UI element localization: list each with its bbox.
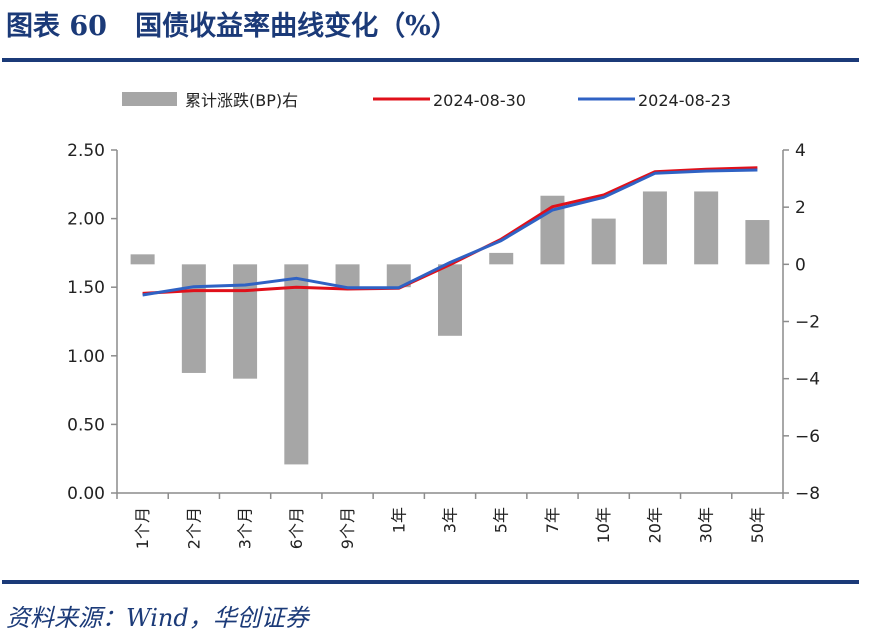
bar-50年	[745, 220, 770, 265]
x-tick-label: 1个月	[133, 507, 152, 549]
x-tick-label: 3个月	[236, 507, 255, 549]
bar-1个月	[130, 254, 155, 265]
bar-3个月	[233, 264, 258, 379]
bottom-divider	[2, 580, 859, 584]
x-tick-label: 50年	[748, 507, 767, 543]
right-tick-label: −8	[795, 484, 820, 504]
left-tick-label: 2.50	[67, 141, 105, 161]
bar-2个月	[181, 264, 206, 373]
right-tick-label: −6	[795, 427, 820, 447]
bar-1年	[386, 264, 411, 288]
left-tick-label: 0.50	[67, 415, 105, 435]
right-tick-label: −2	[795, 313, 820, 333]
x-tick-label: 30年	[697, 507, 716, 543]
legend-label-0830: 2024-08-30	[433, 91, 526, 110]
chart-title: 图表 60 国债收益率曲线变化（%）	[6, 11, 458, 42]
x-tick-label: 20年	[645, 507, 664, 543]
bar-10年	[591, 218, 616, 265]
legend-swatch-bar	[122, 92, 177, 106]
x-tick-label: 3年	[441, 507, 460, 533]
top-divider	[2, 58, 859, 62]
legend-label-0823: 2024-08-23	[638, 91, 731, 110]
bar-6个月	[284, 264, 309, 465]
right-tick-label: 4	[795, 141, 806, 161]
x-tick-label: 5年	[492, 507, 511, 533]
bar-3年	[438, 264, 462, 336]
x-tick-label: 1年	[389, 507, 408, 533]
bar-20年	[642, 191, 667, 265]
bar-30年	[694, 191, 719, 265]
bar-5年	[489, 252, 514, 265]
x-tick-label: 2个月	[184, 507, 203, 549]
left-tick-label: 0.00	[67, 484, 105, 504]
left-tick-label: 2.00	[67, 210, 105, 230]
x-tick-label: 10年	[594, 507, 613, 543]
right-tick-label: 0	[795, 255, 806, 275]
x-tick-label: 6个月	[287, 507, 306, 549]
right-tick-label: 2	[795, 198, 806, 218]
x-tick-label: 9个月	[338, 507, 357, 549]
left-tick-label: 1.50	[67, 278, 105, 298]
legend-label-bar: 累计涨跌(BP)右	[185, 91, 298, 110]
source-note: 资料来源：Wind，华创证券	[6, 604, 309, 632]
right-tick-label: −4	[795, 370, 820, 390]
bar-9个月	[335, 264, 360, 288]
x-tick-label: 7年	[543, 507, 562, 533]
left-tick-label: 1.00	[67, 347, 105, 367]
